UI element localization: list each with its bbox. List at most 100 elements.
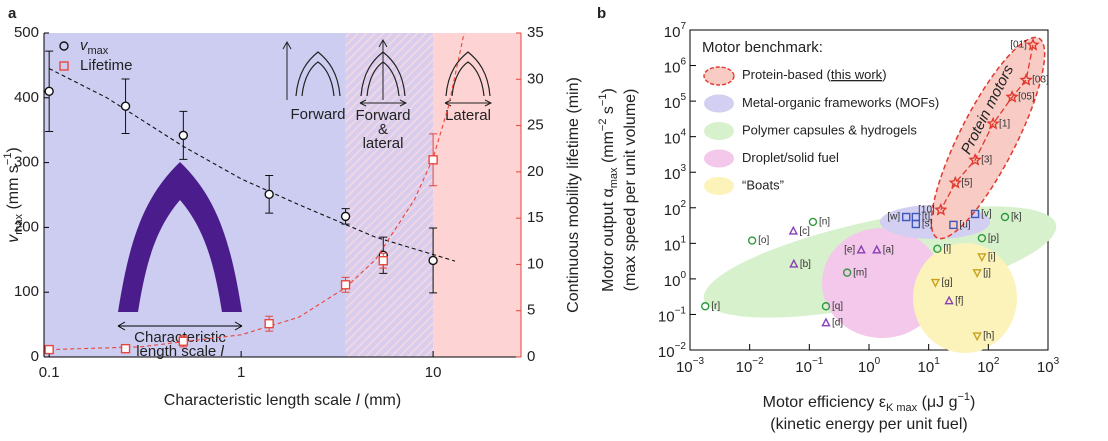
legend-label: Droplet/solid fuel [742,150,839,165]
y-tick-label: 500 [14,24,39,41]
tick-label: 103 [664,163,687,183]
tick-base: 10 [664,202,681,219]
tick-power: 0 [875,356,881,367]
y2-tick-label: 10 [527,255,544,272]
legend-title: Motor benchmark: [702,39,823,56]
tick-base: 10 [676,359,693,376]
point-label: [j] [983,267,991,278]
tick-label: 10−2 [658,341,687,361]
text-segment: (kinetic energy per unit fuel) [770,416,967,433]
marker [122,102,130,110]
marker [265,190,273,198]
text-segment: ) [600,88,617,93]
tick-base: 10 [795,359,812,376]
tick-base: 10 [664,131,681,148]
point-label: [f] [955,296,964,307]
panel-label: b [597,5,606,22]
marker [379,257,387,265]
y-tick-label: 100 [14,283,39,300]
tick-power: 2 [994,356,1000,367]
text-segment: Protein-based ( [742,67,832,82]
y2-tick-label: 35 [527,24,544,41]
point-label: [e] [844,245,855,256]
tick-power: 1 [680,234,686,245]
point-label: [p] [988,233,999,244]
y2-tick-label: 20 [527,163,544,180]
tick-base: 10 [1037,359,1054,376]
legend-swatch [704,67,734,85]
text-segment: K max [886,402,918,414]
marker [265,320,273,328]
point-label: [n] [819,217,830,228]
text-segment: −1 [597,94,609,107]
point-label: [l] [943,243,951,254]
point-label: [s] [922,219,933,230]
tick-label: 103 [1037,356,1060,376]
tick-label: 106 [664,56,687,76]
y-axis-label: Motor output αmax (mm−2 s−1) [597,88,620,292]
tick-base: 10 [664,60,681,77]
annotation: Lateral [445,107,491,124]
tick-base: 10 [664,237,681,254]
point-label: [5] [961,178,972,189]
marker [122,345,130,353]
x-tick-label: 1 [237,364,245,381]
tick-label: 104 [664,127,687,147]
text-segment: ) [970,394,975,411]
marker [45,87,53,95]
tick-power: 7 [680,21,686,32]
legend-label: Metal-organic frameworks (MOFs) [742,95,939,110]
point-label: [d] [832,317,843,328]
y-tick-label: 400 [14,89,39,106]
region [346,33,434,357]
tick-base: 10 [664,95,681,112]
text-segment: (mm [600,131,617,167]
point-label: [r] [711,301,720,312]
tick-label: 10−1 [658,305,687,325]
tick-label: 10−1 [795,356,824,376]
annotation: lateral [363,135,404,152]
legend-swatch [704,150,734,168]
point-label: [q] [832,301,843,312]
text-segment: Characteristic length scale [164,392,356,409]
annotation: Forward [290,106,345,123]
point-label: [a] [883,245,894,256]
tick-label: 102 [977,356,1000,376]
legend-swatch [704,122,734,140]
tick-power: −2 [752,356,764,367]
figure: a0100200300400500051015202530350.1110Cha… [0,0,1108,441]
text-segment: −2 [597,119,609,132]
text-segment: max [608,167,620,188]
tick-power: 3 [1054,356,1060,367]
region [433,33,521,357]
x-axis-label: (kinetic energy per unit fuel) [770,416,967,433]
tick-base: 10 [858,359,875,376]
point-label: [3] [981,155,992,166]
y2-tick-label: 5 [527,302,535,319]
tick-power: 5 [680,92,686,103]
x-axis-label: Motor efficiency εK max (μJ g−1) [763,391,976,414]
text-segment: −1 [2,153,14,166]
point-label: [g] [941,277,952,288]
legend-swatch [704,177,734,195]
tick-base: 10 [977,359,994,376]
point-label: [01] [1010,40,1027,51]
y2-tick-label: 15 [527,209,544,226]
tick-label: 101 [664,234,687,254]
legend-label: “Boats” [742,177,784,192]
tick-label: 100 [664,270,687,290]
tick-power: −3 [693,356,705,367]
text-segment: ) [882,67,886,82]
y-axis-label: (max speed per unit volume) [622,89,639,292]
point-label: [c] [799,226,810,237]
tick-power: 2 [680,198,686,209]
marker [429,156,437,164]
tick-power: 1 [934,356,940,367]
marker [342,212,350,220]
text-segment: max [88,45,109,57]
marker [429,256,437,264]
x-tick-label: 10 [425,364,442,381]
tick-power: 6 [680,56,686,67]
tick-power: −1 [675,305,687,316]
